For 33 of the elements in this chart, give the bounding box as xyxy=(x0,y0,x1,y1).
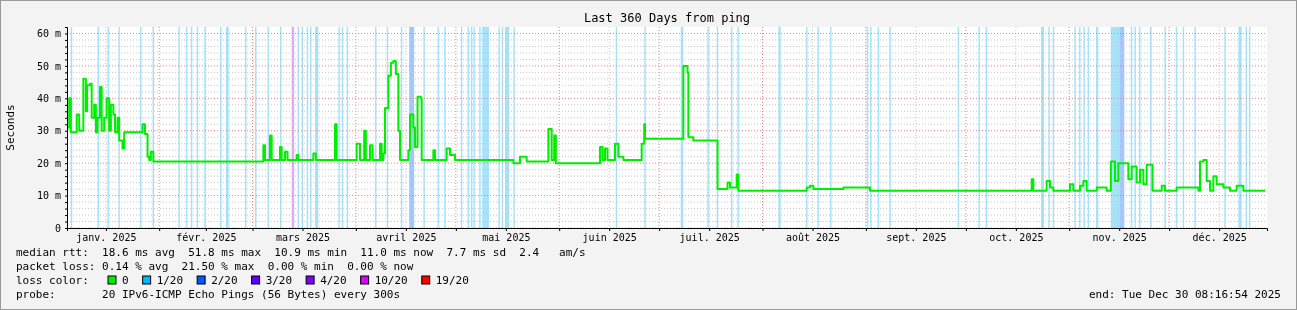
y-tick-label: 40 m xyxy=(36,93,61,105)
legend-label: 2/20 xyxy=(211,274,238,287)
x-tick-label: juil. 2025 xyxy=(679,232,740,244)
x-tick-label: juin 2025 xyxy=(582,232,637,244)
legend-label: 0 xyxy=(122,274,129,287)
legend-label: 10/20 xyxy=(374,274,408,287)
x-tick-label: mars 2025 xyxy=(275,232,331,244)
y-tick-label: 50 m xyxy=(36,60,61,72)
legend-title: loss color: xyxy=(16,274,89,287)
chart-title: Last 360 Days from ping xyxy=(583,11,751,25)
legend-label: 1/20 xyxy=(156,274,184,287)
legend-label: 4/20 xyxy=(320,274,347,287)
x-tick-label: sept. 2025 xyxy=(886,232,947,244)
text: probe: 20 IPv6-ICMP Echo Pings (56 Bytes) every 300s xyxy=(16,288,401,301)
x-tick-label: janv. 2025 xyxy=(76,232,137,244)
text: packet loss: 0.14 % avg 21.50 % max 0.00 % min 0.00 % now xyxy=(16,260,414,273)
y-axis-title: Seconds xyxy=(4,104,17,151)
text: median rtt: 18.6 ms avg 51.8 ms max 10.9 ms min 11.0 ms now 7.7 ms sd 2.4 am/s xyxy=(16,246,586,259)
x-tick-label: oct. 2025 xyxy=(989,232,1044,244)
y-tick-label: 10 m xyxy=(36,190,61,202)
text: end: Tue Dec 30 08:16:54 2025 xyxy=(1088,288,1281,301)
x-tick-label: mai 2025 xyxy=(482,232,531,244)
x-tick-label: nov. 2025 xyxy=(1092,232,1147,244)
x-tick-label: août 2025 xyxy=(785,232,841,244)
legend-label: 3/20 xyxy=(265,274,293,287)
y-tick-label: 60 m xyxy=(36,28,61,40)
x-tick-label: févr. 2025 xyxy=(176,232,237,244)
y-tick-label: 30 m xyxy=(36,125,61,137)
x-tick-label: déc. 2025 xyxy=(1192,232,1247,244)
x-tick-label: avril 2025 xyxy=(376,232,437,244)
legend-label: 19/20 xyxy=(435,274,469,287)
y-tick-label: 0 xyxy=(54,222,61,234)
y-tick-label: 20 m xyxy=(36,157,61,169)
